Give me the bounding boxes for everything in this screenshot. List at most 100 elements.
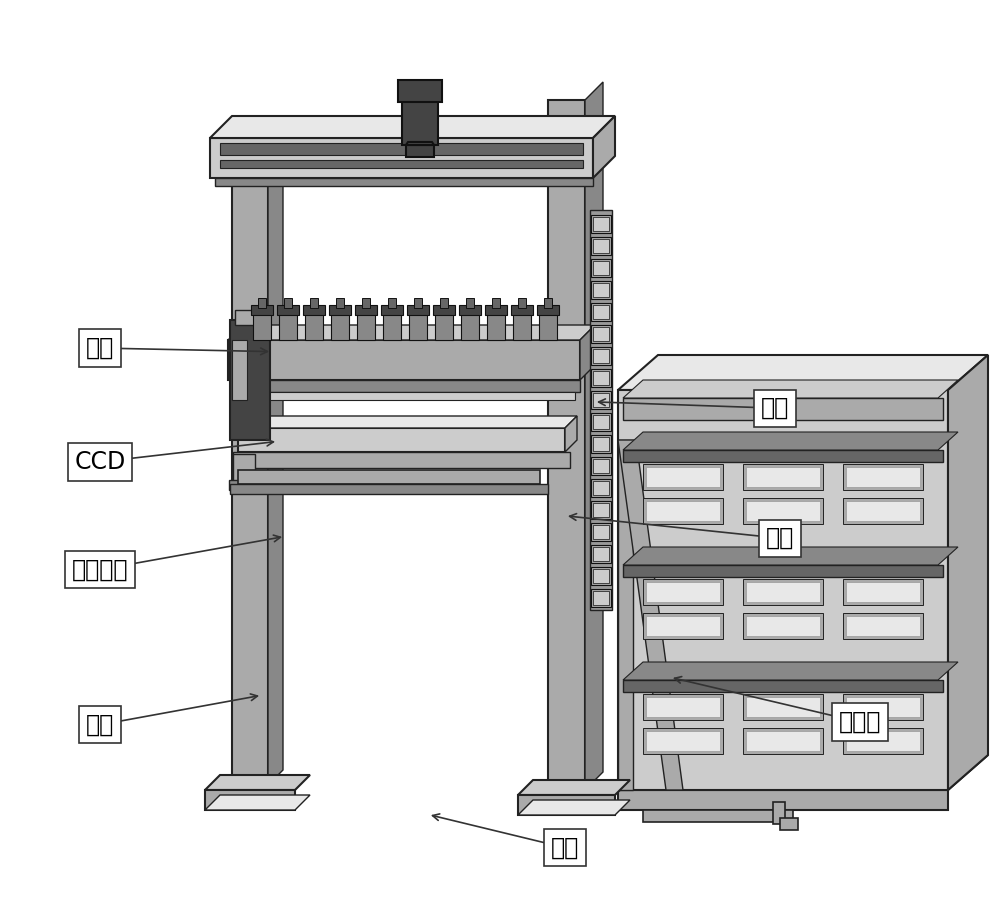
- Bar: [487, 312, 505, 340]
- Text: 拖链: 拖链: [761, 396, 789, 420]
- Bar: [466, 298, 474, 308]
- Bar: [539, 312, 557, 340]
- Bar: [746, 467, 820, 487]
- Bar: [846, 697, 920, 717]
- Text: 电机: 电机: [551, 836, 579, 859]
- Bar: [398, 80, 442, 102]
- Bar: [591, 589, 611, 607]
- Bar: [215, 178, 593, 186]
- Bar: [284, 298, 292, 308]
- Bar: [388, 298, 396, 308]
- Bar: [591, 215, 611, 233]
- Polygon shape: [618, 440, 633, 790]
- Bar: [593, 371, 609, 385]
- Bar: [220, 143, 583, 155]
- Bar: [232, 340, 247, 400]
- Bar: [511, 305, 533, 315]
- Polygon shape: [585, 82, 603, 790]
- Bar: [743, 579, 823, 605]
- Bar: [591, 545, 611, 563]
- Bar: [210, 138, 593, 178]
- Bar: [279, 312, 297, 340]
- Polygon shape: [205, 795, 310, 810]
- Bar: [591, 281, 611, 299]
- Bar: [593, 283, 609, 297]
- Bar: [643, 694, 723, 720]
- Polygon shape: [948, 355, 988, 790]
- Bar: [593, 481, 609, 495]
- Polygon shape: [238, 416, 577, 428]
- Bar: [743, 613, 823, 639]
- Bar: [355, 305, 377, 315]
- Bar: [383, 312, 401, 340]
- Bar: [593, 503, 609, 517]
- Bar: [593, 393, 609, 407]
- Bar: [440, 298, 448, 308]
- Bar: [646, 582, 720, 602]
- Bar: [593, 327, 609, 341]
- Text: 调节治具: 调节治具: [72, 558, 128, 581]
- Bar: [238, 428, 565, 452]
- Bar: [329, 305, 351, 315]
- Bar: [305, 312, 323, 340]
- Bar: [407, 305, 429, 315]
- Bar: [331, 312, 349, 340]
- Bar: [773, 802, 785, 824]
- Bar: [593, 415, 609, 429]
- Bar: [591, 391, 611, 409]
- Bar: [381, 305, 403, 315]
- Bar: [593, 239, 609, 253]
- Bar: [233, 380, 580, 392]
- Bar: [593, 569, 609, 583]
- Bar: [235, 310, 265, 325]
- Polygon shape: [580, 325, 595, 380]
- Bar: [303, 305, 325, 315]
- Bar: [843, 464, 923, 490]
- Polygon shape: [623, 432, 958, 450]
- Bar: [746, 501, 820, 521]
- Bar: [591, 369, 611, 387]
- Polygon shape: [623, 380, 958, 398]
- Bar: [646, 501, 720, 521]
- Bar: [459, 305, 481, 315]
- Bar: [593, 349, 609, 363]
- Bar: [746, 731, 820, 751]
- Bar: [435, 312, 453, 340]
- Bar: [593, 261, 609, 275]
- Bar: [277, 305, 299, 315]
- Bar: [593, 459, 609, 473]
- Bar: [843, 498, 923, 524]
- Bar: [746, 697, 820, 717]
- Bar: [593, 525, 609, 539]
- Bar: [643, 579, 723, 605]
- Text: 皮带: 皮带: [86, 713, 114, 736]
- Bar: [643, 728, 723, 754]
- Bar: [846, 731, 920, 751]
- Bar: [232, 155, 268, 785]
- Polygon shape: [406, 142, 434, 145]
- Bar: [846, 616, 920, 636]
- Bar: [646, 731, 720, 751]
- Bar: [623, 680, 943, 692]
- Bar: [591, 567, 611, 585]
- Polygon shape: [618, 440, 683, 790]
- Bar: [258, 298, 266, 308]
- Bar: [433, 305, 455, 315]
- Polygon shape: [518, 780, 630, 795]
- Bar: [485, 305, 507, 315]
- Polygon shape: [618, 355, 988, 390]
- Bar: [593, 305, 609, 319]
- Bar: [593, 547, 609, 561]
- Bar: [205, 790, 295, 810]
- Bar: [618, 390, 948, 790]
- Bar: [591, 325, 611, 343]
- Bar: [593, 217, 609, 231]
- Bar: [780, 818, 798, 830]
- Text: CCD: CCD: [74, 450, 126, 474]
- Text: 龙门架: 龙门架: [839, 710, 881, 734]
- Bar: [591, 259, 611, 277]
- Bar: [846, 501, 920, 521]
- Polygon shape: [593, 116, 615, 178]
- Bar: [743, 694, 823, 720]
- Bar: [643, 613, 723, 639]
